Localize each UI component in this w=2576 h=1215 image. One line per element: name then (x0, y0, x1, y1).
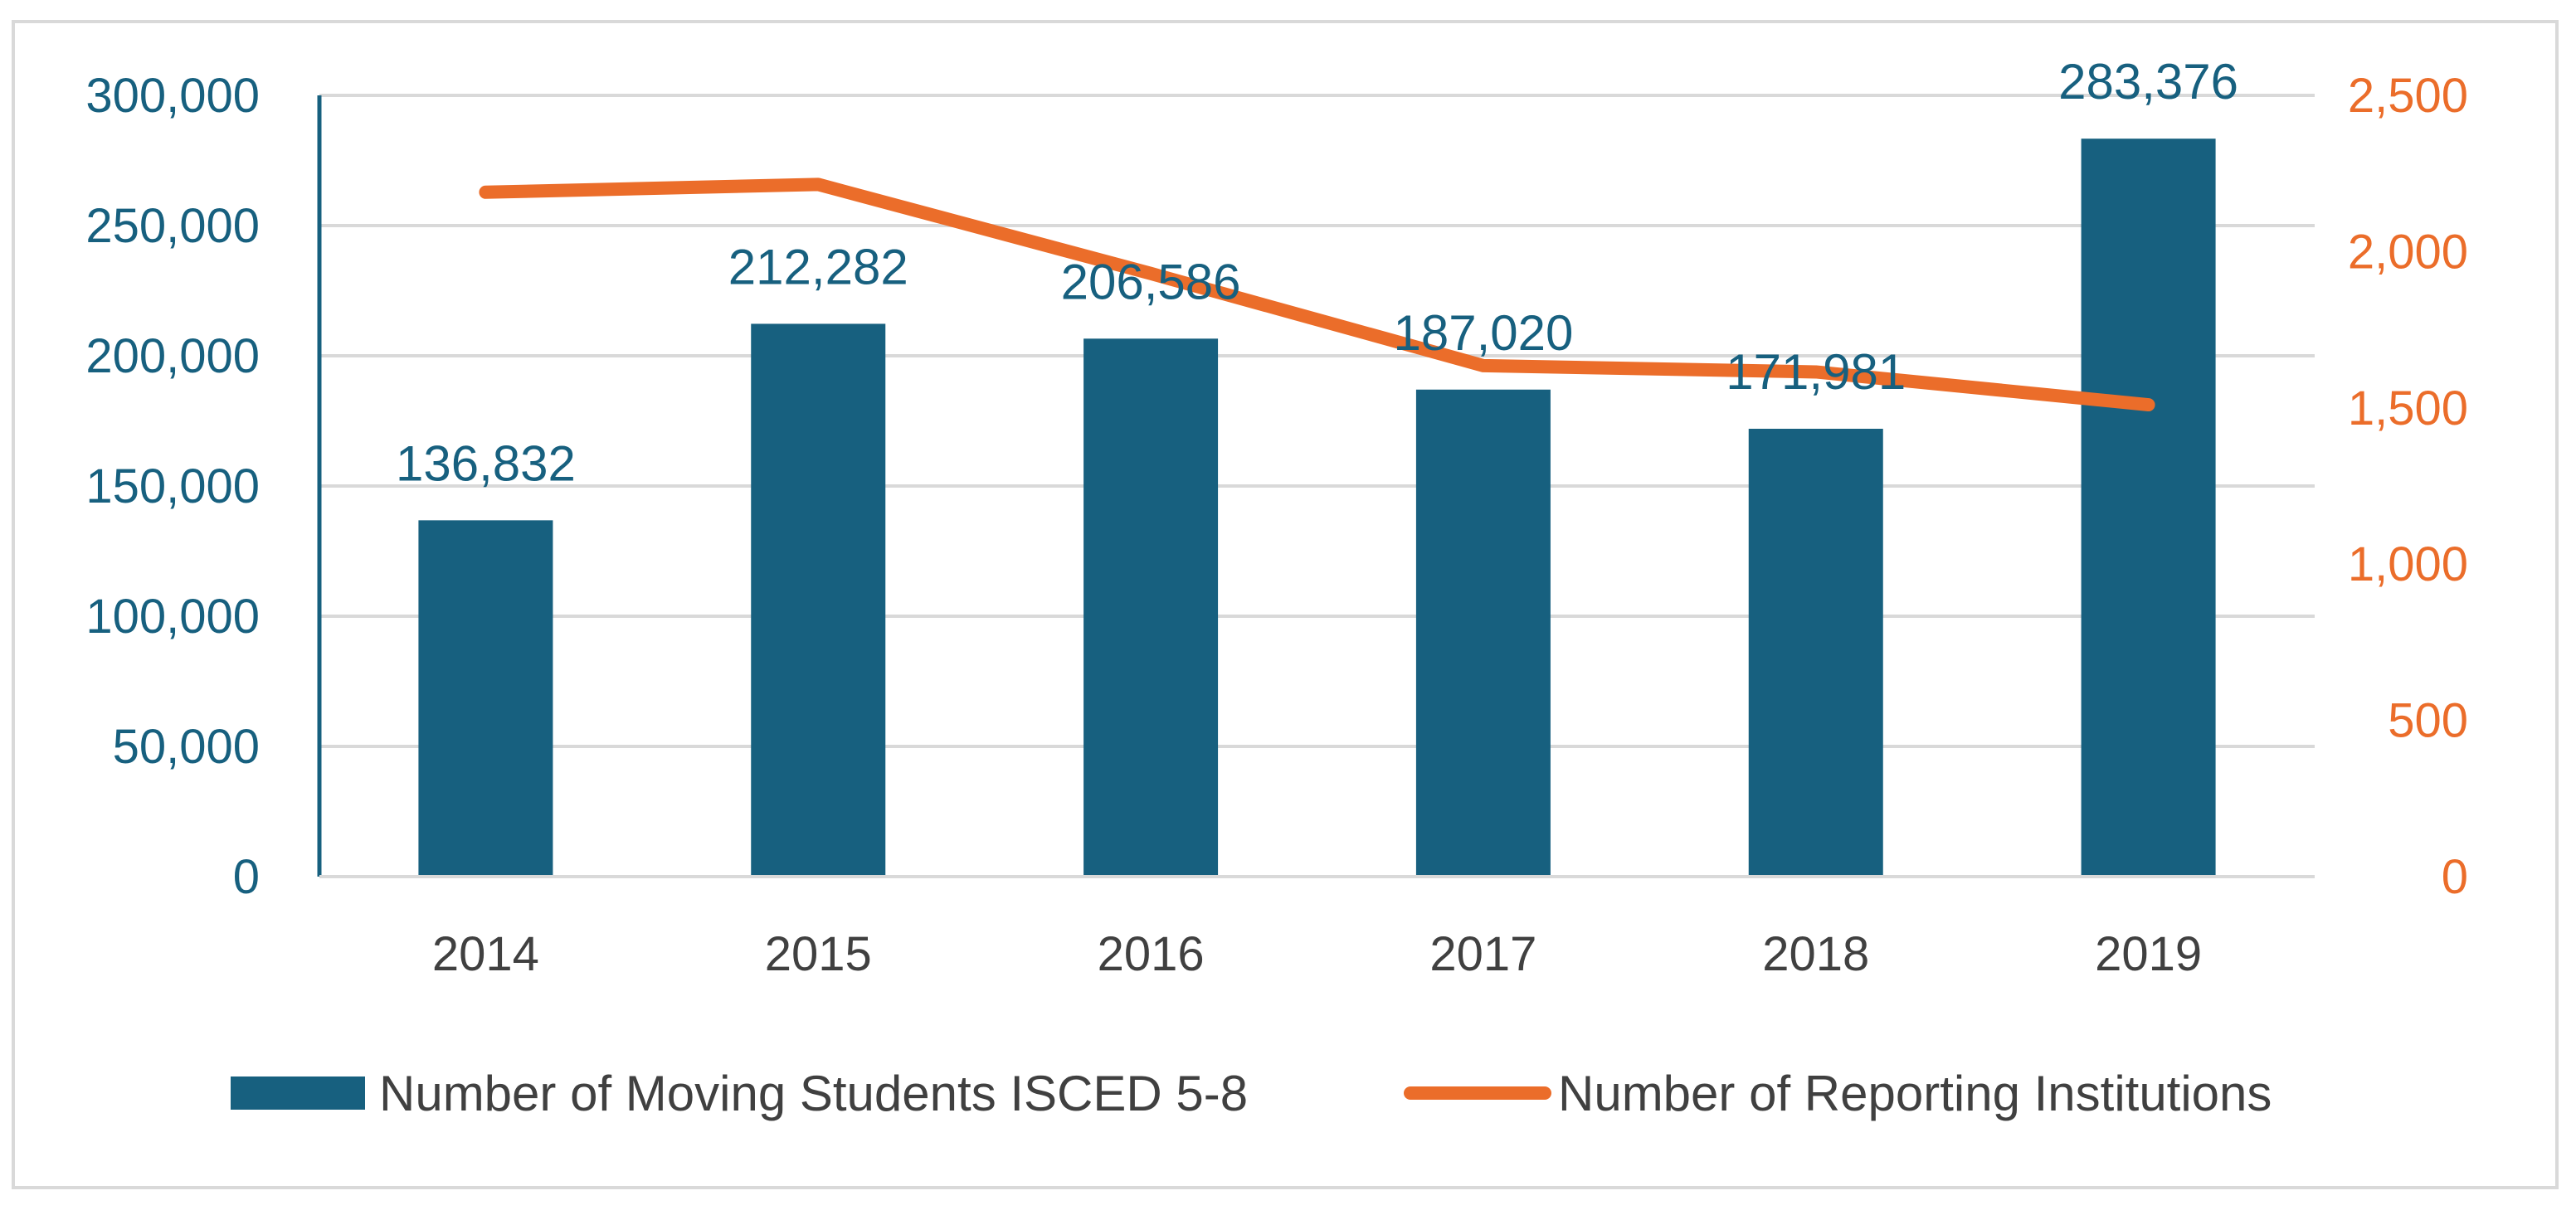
bar-data-label: 212,282 (728, 239, 908, 294)
bar-2014 (418, 520, 553, 877)
line-series (479, 177, 2155, 412)
x-tick-label: 2015 (765, 927, 872, 981)
right-tick-label: 1,500 (2348, 382, 2468, 435)
legend-swatch-bar (231, 1076, 365, 1110)
line-reporting-institutions (479, 177, 2155, 412)
bar-2019 (2081, 139, 2216, 877)
bar-2016 (1083, 338, 1219, 877)
bar-2018 (1748, 428, 1883, 877)
right-tick-label: 1,000 (2348, 537, 2468, 591)
gridlines (319, 94, 2315, 748)
x-tick-label: 2019 (2095, 927, 2202, 981)
right-tick-label: 500 (2388, 694, 2468, 748)
data-labels: 136,832 212,282 206,586 187,020 171,981 283,3… (396, 54, 2238, 491)
axes (317, 95, 2315, 878)
legend-label-line: Number of Reporting Institutions (1558, 1066, 2272, 1121)
bar-series (418, 139, 2216, 877)
legend: Number of Moving Students ISCED 5-8 Numbe… (231, 1066, 2272, 1121)
left-tick-label: 100,000 (85, 590, 260, 644)
bar-data-label: 187,020 (1393, 305, 1573, 361)
left-tick-label: 150,000 (85, 459, 260, 513)
right-tick-label: 0 (2442, 850, 2468, 904)
bar-2017 (1415, 389, 1551, 877)
bar-2015 (751, 323, 886, 877)
left-tick-label: 250,000 (85, 199, 260, 253)
x-tick-label: 2017 (1429, 927, 1536, 981)
bar-data-label: 283,376 (2058, 54, 2238, 109)
left-tick-label: 200,000 (85, 329, 260, 383)
right-tick-label: 2,000 (2348, 225, 2468, 279)
left-tick-label: 50,000 (113, 720, 260, 774)
x-tick-label: 2016 (1098, 927, 1205, 981)
left-tick-label: 0 (233, 850, 260, 904)
x-tick-label: 2014 (432, 927, 539, 981)
left-tick-label: 300,000 (85, 69, 260, 123)
bar-data-label: 206,586 (1061, 254, 1241, 309)
right-tick-label: 2,500 (2348, 69, 2468, 123)
legend-label-bar: Number of Moving Students ISCED 5-8 (379, 1066, 1248, 1121)
x-tick-label: 2018 (1762, 927, 1869, 981)
tick-labels: 0 50,000 100,000 150,000 200,000 250,000 300,0… (85, 69, 2468, 981)
bar-data-label: 171,981 (1726, 344, 1906, 400)
bar-data-label: 136,832 (396, 435, 576, 491)
